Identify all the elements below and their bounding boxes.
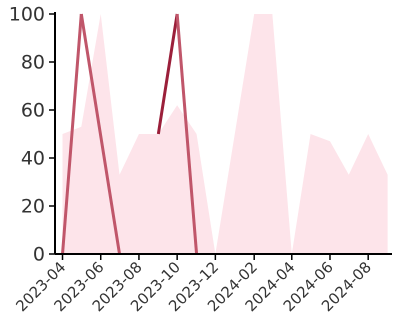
line-segment-1	[61, 13, 83, 255]
line-layer	[61, 13, 199, 255]
x-axis-ticks: 2023-042023-062023-082023-102023-122024-…	[12, 254, 375, 315]
line-segment-3	[156, 13, 179, 135]
area-series	[62, 14, 388, 254]
y-axis-ticks: 0 20 40 60 80 100	[9, 4, 55, 266]
y-tick-label: 100	[9, 4, 45, 26]
y-tick-label: 20	[21, 196, 45, 218]
line-segment-4	[175, 13, 199, 255]
y-tick-label: 80	[21, 52, 45, 74]
area-layer	[62, 14, 388, 254]
y-tick-label: 0	[33, 244, 45, 266]
y-tick-label: 60	[21, 100, 45, 122]
y-tick-label: 40	[21, 148, 45, 170]
axes	[54, 12, 392, 255]
line-segment-2	[79, 13, 122, 255]
